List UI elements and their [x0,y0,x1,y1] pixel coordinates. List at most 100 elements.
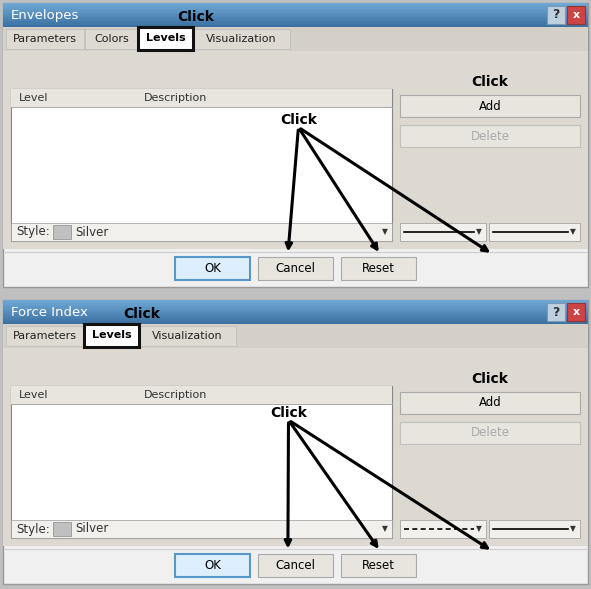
Bar [3,300,588,324]
Bar [3,300,588,301]
Text: Description: Description [144,93,207,103]
Text: Click: Click [280,113,317,127]
Bar [3,320,588,321]
Bar [11,89,392,223]
Bar [175,554,250,577]
Bar [3,16,588,18]
Text: Envelopes: Envelopes [11,8,79,22]
Bar [3,301,588,302]
Bar [11,89,392,107]
Bar [3,27,588,51]
Bar [3,3,588,4]
Bar [3,317,588,319]
Text: ▼: ▼ [570,524,576,534]
Bar [3,319,588,320]
Bar [3,9,588,10]
Bar [3,25,588,26]
Bar [258,257,333,280]
Text: Delete: Delete [470,426,509,439]
Bar [3,21,588,22]
Text: Add: Add [479,396,501,409]
Bar [489,223,580,241]
Bar [53,225,71,239]
Text: Reset: Reset [362,262,395,275]
Text: ▼: ▼ [382,227,388,237]
Bar [3,316,588,317]
Bar [175,257,250,280]
Text: Force Index: Force Index [11,306,88,319]
Text: Level: Level [19,390,48,400]
Text: Cancel: Cancel [275,262,316,275]
Bar [3,11,588,12]
Bar [3,323,588,324]
Bar [11,386,392,404]
Bar [3,322,588,323]
Text: Style:: Style: [16,226,50,239]
Bar [3,348,588,546]
Text: Click: Click [472,75,508,89]
Text: Add: Add [479,100,501,112]
Text: ▼: ▼ [476,227,482,237]
Bar [3,8,588,9]
Bar [567,303,585,321]
Text: Silver: Silver [75,522,108,535]
Bar [3,3,588,27]
Text: x: x [573,307,580,317]
Bar [53,522,71,536]
Bar [400,392,580,414]
Bar [3,306,588,307]
Bar [400,95,580,117]
Bar [3,20,588,21]
Bar [547,6,565,24]
Bar [3,321,588,322]
Bar [3,309,588,310]
Bar [567,6,585,24]
Bar [3,18,588,19]
Bar [3,23,588,24]
Bar [3,14,588,15]
Text: ▼: ▼ [476,524,482,534]
Text: Style:: Style: [16,522,50,535]
Text: ▼: ▼ [570,227,576,237]
Bar [3,4,588,5]
Bar [3,312,588,313]
Bar [341,257,416,280]
Bar [400,125,580,147]
Text: Delete: Delete [470,130,509,143]
Text: x: x [573,10,580,20]
Bar [11,386,392,538]
Bar [3,22,588,23]
Text: Visualization: Visualization [206,34,277,44]
Text: Colors: Colors [94,34,129,44]
Bar [3,7,588,8]
Bar [489,520,580,538]
Bar [3,300,588,584]
Bar [3,6,588,7]
Text: Cancel: Cancel [275,559,316,572]
Text: Click: Click [270,406,307,420]
Bar [341,554,416,577]
Bar [3,307,588,308]
Bar [84,324,139,347]
Bar [547,303,565,321]
Text: Parameters: Parameters [13,331,77,341]
Bar [3,24,588,25]
Bar [3,302,588,303]
Text: Reset: Reset [362,559,395,572]
Text: Levels: Levels [146,33,186,43]
Bar [3,308,588,309]
Text: Levels: Levels [92,330,131,340]
Bar [3,304,588,305]
Bar [3,305,588,306]
Text: Click: Click [472,372,508,386]
Bar [3,5,588,6]
Bar [6,326,84,346]
Bar [11,89,392,241]
Text: OK: OK [204,262,221,275]
Bar [3,310,588,311]
Text: Parameters: Parameters [13,34,77,44]
Bar [139,326,236,346]
Bar [400,422,580,444]
Text: Level: Level [19,93,48,103]
Bar [11,520,392,538]
